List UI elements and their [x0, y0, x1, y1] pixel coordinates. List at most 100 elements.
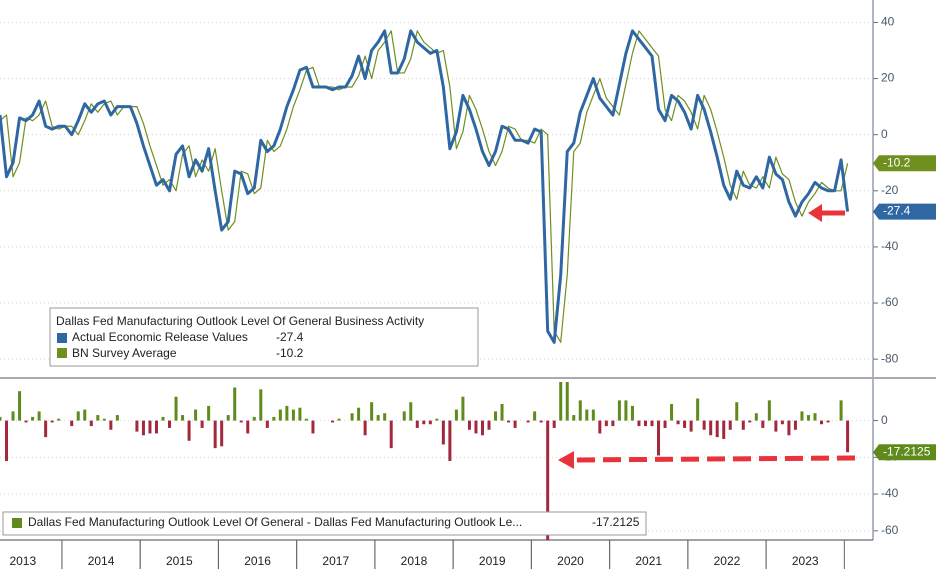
value-tag	[873, 155, 936, 172]
bar	[689, 420, 693, 432]
bar	[793, 420, 797, 430]
bar	[376, 415, 380, 421]
legend-label: Dallas Fed Manufacturing Outlook Level O…	[28, 515, 522, 529]
bar	[278, 409, 282, 421]
bar	[539, 420, 543, 423]
legend-swatch	[57, 348, 67, 358]
bar	[168, 420, 172, 428]
bar	[350, 413, 354, 421]
bar	[174, 396, 178, 421]
y-tick-label: -20	[881, 183, 899, 197]
bar	[272, 416, 276, 421]
y-tick-label: -40	[881, 239, 899, 253]
bar	[826, 420, 830, 423]
bar	[115, 415, 119, 421]
y-tick-label: -40	[881, 486, 899, 500]
bar	[643, 420, 647, 427]
y-tick-label: 40	[881, 15, 895, 29]
bar	[657, 420, 661, 456]
legend-value: -17.2125	[592, 515, 640, 529]
bar	[572, 415, 576, 421]
bar	[806, 415, 810, 421]
bar	[611, 420, 615, 427]
bar	[754, 413, 758, 421]
bar	[213, 420, 217, 449]
y-tick-label: 0	[881, 127, 888, 141]
bar	[702, 420, 706, 430]
bar	[265, 420, 269, 428]
bar	[761, 420, 765, 428]
bar	[467, 420, 471, 430]
bar	[331, 420, 335, 423]
bar	[461, 396, 465, 421]
bar	[363, 420, 367, 436]
bar	[480, 420, 484, 436]
bar	[83, 409, 87, 421]
bar	[787, 420, 791, 436]
x-tick-label: 2018	[401, 554, 428, 568]
bar	[220, 420, 224, 447]
bar	[200, 420, 204, 428]
bar	[722, 420, 726, 439]
bar	[0, 416, 2, 421]
bar	[630, 405, 634, 421]
bar	[337, 418, 341, 421]
bar	[383, 413, 387, 421]
x-tick-label: 2022	[714, 554, 741, 568]
bar	[474, 420, 478, 434]
x-tick-label: 2023	[792, 554, 819, 568]
bar	[24, 420, 28, 423]
bar	[402, 411, 406, 421]
x-tick-label: 2014	[88, 554, 115, 568]
legend-box	[49, 307, 479, 367]
bar	[389, 420, 393, 449]
bar	[154, 420, 158, 434]
bar	[676, 420, 680, 425]
arrow-top	[808, 204, 845, 222]
bar	[526, 420, 530, 423]
bar	[233, 387, 237, 421]
value-tag	[873, 203, 936, 220]
bar	[285, 405, 289, 421]
bar	[637, 420, 641, 427]
bar	[709, 420, 713, 436]
bar	[487, 420, 491, 430]
legend-value: -10.2	[276, 346, 304, 360]
bar	[357, 407, 361, 421]
bar	[207, 405, 211, 421]
bar	[37, 411, 41, 421]
value-tag-label: -27.4	[883, 204, 911, 218]
bar	[161, 416, 165, 421]
x-tick-label: 2017	[322, 554, 349, 568]
bar	[187, 420, 191, 441]
bar	[304, 418, 308, 421]
bar	[624, 400, 628, 421]
x-tick-label: 2013	[9, 554, 36, 568]
bar	[650, 420, 654, 427]
bar	[533, 411, 537, 421]
bar	[428, 420, 432, 425]
legend-box	[2, 511, 647, 536]
bar	[409, 402, 413, 421]
bar	[598, 420, 602, 434]
bar	[311, 420, 315, 434]
bar	[767, 400, 771, 421]
bar	[252, 416, 256, 421]
bar	[246, 420, 250, 434]
bar	[494, 411, 498, 421]
y-tick-label: -80	[881, 351, 899, 365]
bar	[435, 418, 439, 421]
bar	[500, 404, 504, 421]
bar	[44, 420, 48, 438]
bar	[298, 407, 302, 421]
y-tick-label: -60	[881, 295, 899, 309]
bar	[18, 391, 22, 421]
bar	[239, 420, 243, 423]
bar	[102, 418, 106, 421]
bar	[800, 411, 804, 421]
legend-swatch	[12, 518, 22, 528]
bar	[585, 409, 589, 421]
bar	[259, 389, 263, 421]
bar	[448, 420, 452, 461]
bar	[552, 420, 556, 428]
